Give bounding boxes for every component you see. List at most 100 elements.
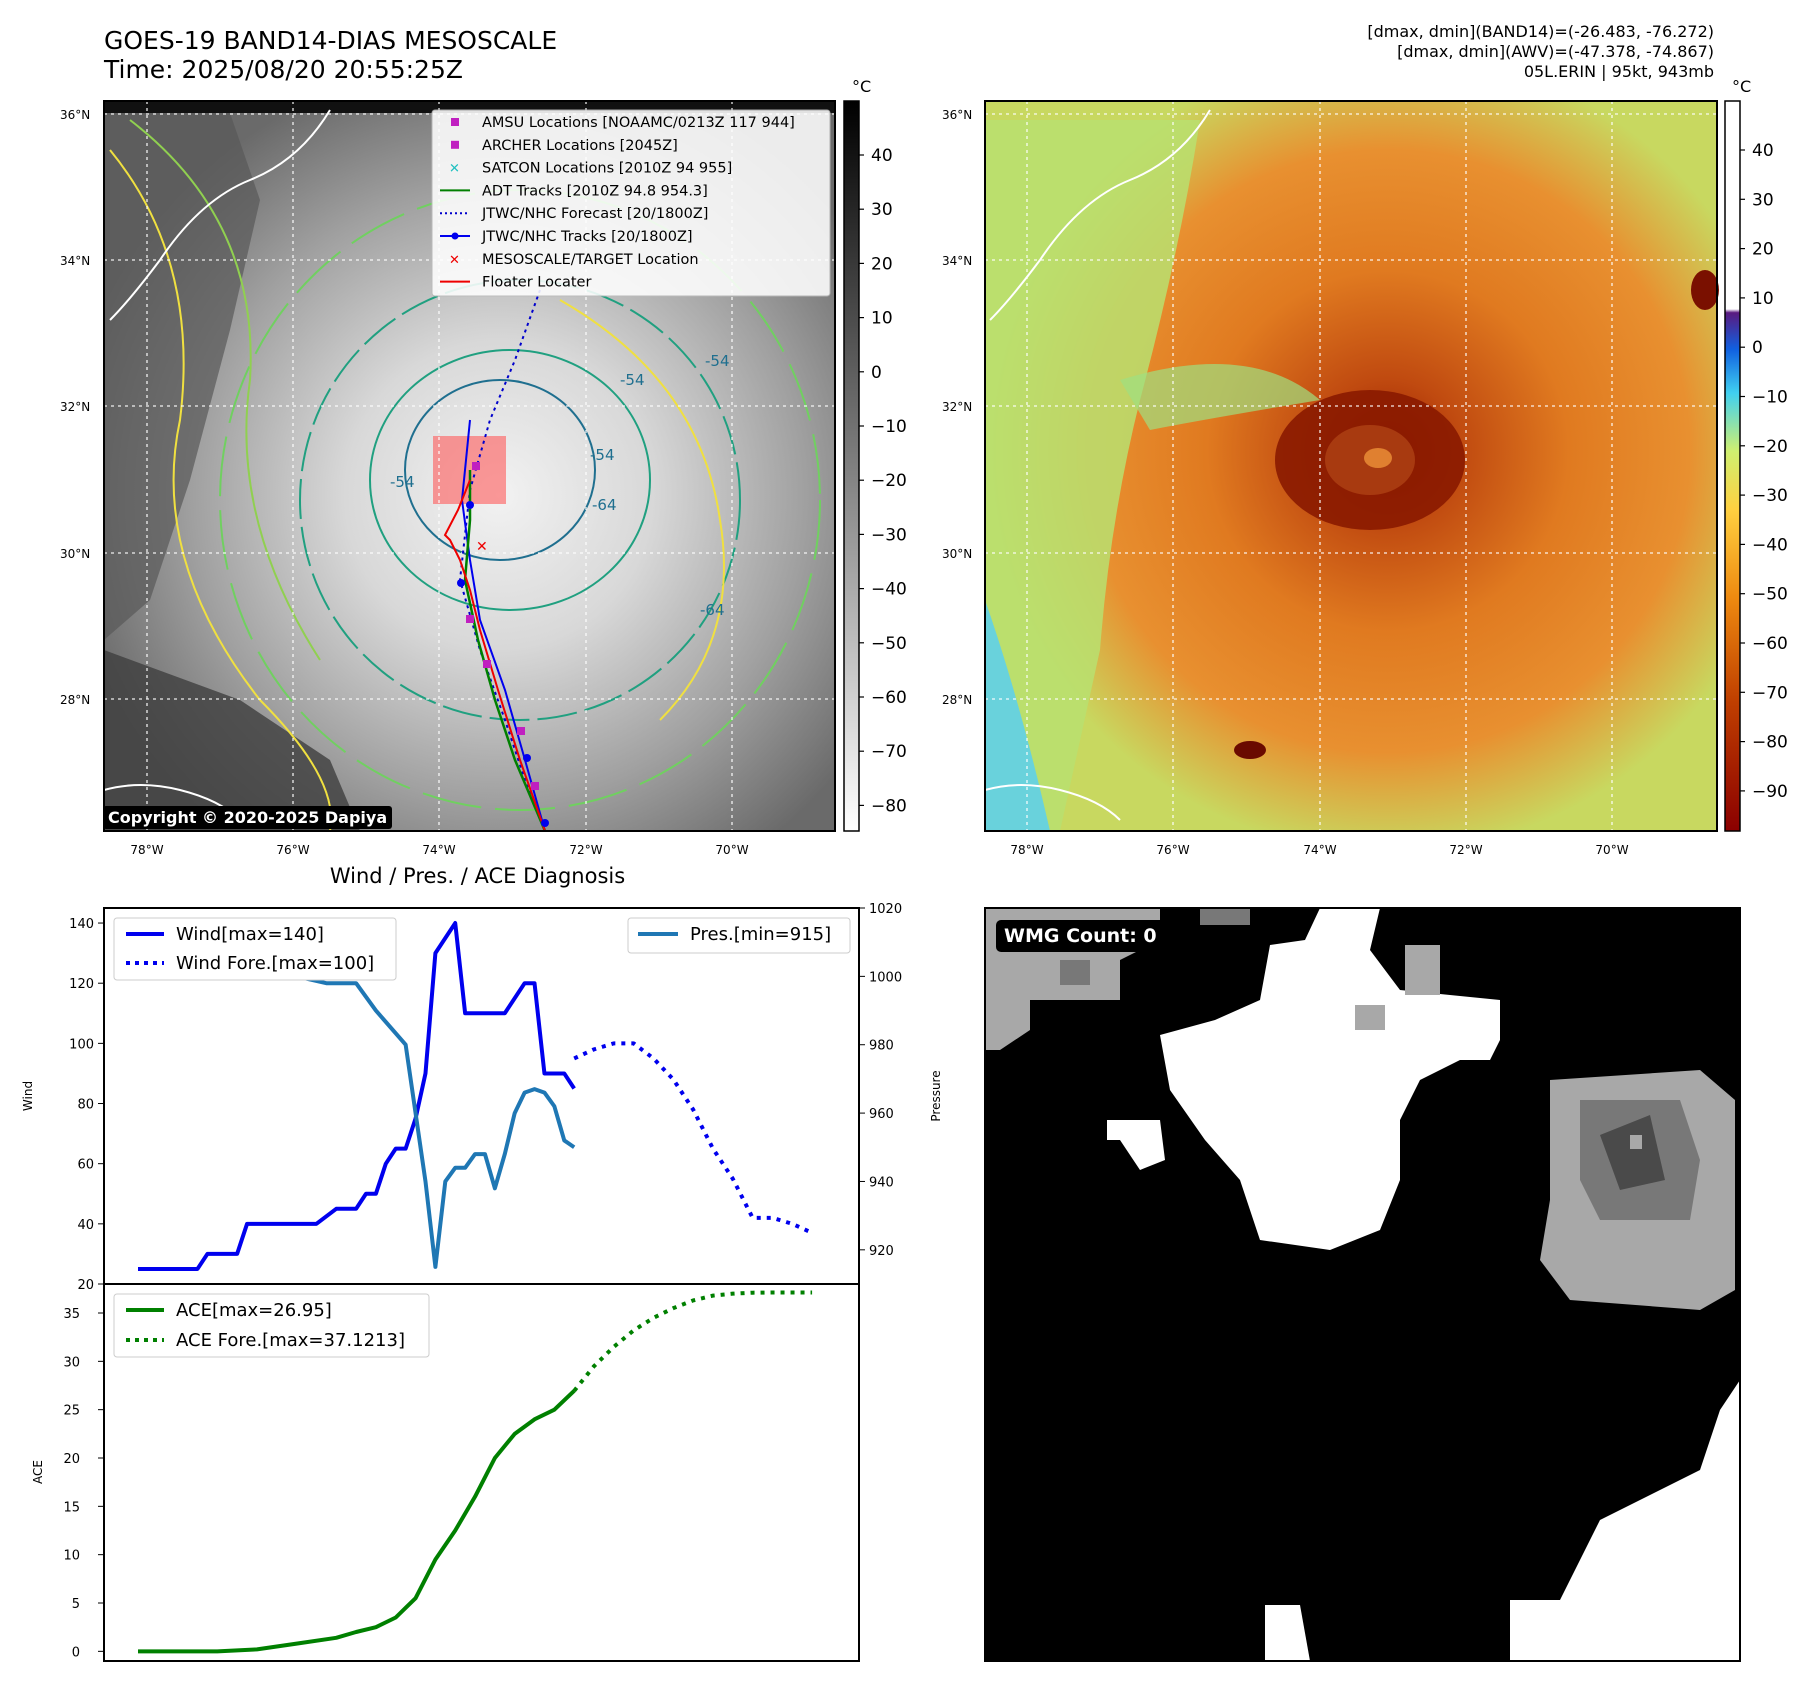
colorbar-tick-label: −10: [1752, 388, 1788, 408]
contour-label: -54: [590, 446, 615, 464]
lat-label: 30°N: [60, 547, 90, 561]
pressure-tick-label: 1020: [869, 902, 902, 917]
wind-pressure-chart: Wind Pressure 20 40 60 80 100 120 140 920 940 96…: [21, 902, 943, 1293]
pressure-tick-label: 1000: [869, 970, 902, 985]
pressure-tick-label: 980: [869, 1039, 894, 1054]
colorbar-tick-label: 30: [871, 200, 893, 220]
colorbar-unit: °C: [852, 77, 871, 96]
legend-label: MESOSCALE/TARGET Location: [482, 252, 699, 268]
colorbar-tick-label: −80: [871, 796, 907, 816]
legend-wind: Wind[max=140]: [176, 924, 324, 945]
wind-tick-label: 100: [69, 1037, 94, 1052]
colorbar-tick-label: −60: [1752, 634, 1788, 654]
legend-ace: ACE[max=26.95]: [176, 1300, 332, 1321]
lon-label: 78°W: [1010, 843, 1043, 857]
wind-axis-label: Wind: [21, 1081, 35, 1111]
pressure-axis-label: Pressure: [929, 1070, 943, 1121]
ir-map-axes: 36°N 34°N 32°N 30°N 28°N 78°W 76°W 74°W …: [60, 108, 749, 857]
ace-tick-label: 15: [63, 1500, 80, 1515]
lat-label: 36°N: [942, 108, 972, 122]
contour-label: -54: [390, 473, 415, 491]
colorbar-tick-label: −10: [871, 417, 907, 437]
figure-title: GOES-19 BAND14-DIAS MESOSCALE Time: 2025…: [104, 26, 557, 84]
title-line-2: Time: 2025/08/20 20:55:25Z: [104, 55, 463, 84]
legend-marker-dot: [451, 232, 459, 240]
legend-marker-x: ✕: [449, 253, 460, 268]
lon-label: 78°W: [130, 843, 163, 857]
legend-wind-forecast: Wind Fore.[max=100]: [176, 953, 374, 974]
colorbar-tick-label: 10: [871, 309, 893, 329]
wind-tick-label: 60: [77, 1158, 94, 1173]
colorbar-tick-label: −70: [871, 742, 907, 762]
colorbar-tick-label: 20: [871, 254, 893, 274]
colorbar-tick-label: 30: [1752, 190, 1774, 210]
pressure-tick-label: 920: [869, 1244, 894, 1259]
colorbar-tick-label: −60: [871, 688, 907, 708]
wmg-panel: [984, 907, 1741, 1662]
colorbar-tick-label: −50: [871, 634, 907, 654]
legend-item: ADT Tracks [2010Z 94.8 954.3]: [440, 183, 708, 199]
color-colorbar: °C 40 30 20 10 0 −10 −20 −30 −40 −50 −60 −70 −80 −90: [1724, 77, 1788, 832]
lon-label: 76°W: [1156, 843, 1189, 857]
legend-label: AMSU Locations [NOAAMC/0213Z 117 944]: [482, 115, 795, 131]
series-line-wind: [138, 921, 576, 1271]
colorbar-tick-label: 20: [1752, 240, 1774, 260]
awv-map-axes: 36°N 34°N 32°N 30°N 28°N 78°W 76°W 74°W …: [942, 108, 1629, 857]
svg-text:✕: ✕: [476, 539, 488, 555]
contour-label: -54: [705, 352, 730, 370]
lon-label: 74°W: [1303, 843, 1336, 857]
gray-colorbar: °C 40 30 20 10 0 −10 −20 −30 −40 −50 −60 −70 −80: [843, 77, 907, 832]
lat-label: 30°N: [942, 547, 972, 561]
lat-label: 32°N: [942, 400, 972, 414]
pressure-tick-label: 960: [869, 1107, 894, 1122]
legend-item: ARCHER Locations [2045Z]: [451, 138, 678, 154]
legend-label: SATCON Locations [2010Z 94 955]: [482, 161, 732, 177]
legend-label: JTWC/NHC Forecast [20/1800Z]: [481, 206, 708, 222]
colorbar-tick-label: −20: [871, 471, 907, 491]
legend-ace-forecast: ACE Fore.[max=37.1213]: [176, 1330, 405, 1351]
series-line-wind-fore-: [573, 1041, 813, 1235]
lon-label: 70°W: [715, 843, 748, 857]
colorbar-tick-label: −90: [1752, 782, 1788, 802]
copyright-badge: Copyright © 2020-2025 Dapiya: [103, 806, 393, 829]
title-line-1: GOES-19 BAND14-DIAS MESOSCALE: [104, 26, 558, 55]
colorbar-tick-label: 10: [1752, 289, 1774, 309]
ace-tick-label: 20: [63, 1452, 80, 1467]
legend-item: Floater Locater: [440, 275, 591, 291]
lon-label: 72°W: [1449, 843, 1482, 857]
wind-tick-label: 20: [77, 1278, 94, 1293]
lat-label: 34°N: [60, 254, 90, 268]
series-line-ace: [138, 1389, 576, 1654]
wind-legend-left: Wind[max=140] Wind Fore.[max=100]: [113, 917, 397, 981]
legend-label: JTWC/NHC Tracks [20/1800Z]: [481, 229, 693, 245]
colorbar-unit: °C: [1732, 77, 1751, 96]
lat-label: 28°N: [942, 693, 972, 707]
legend-item: AMSU Locations [NOAAMC/0213Z 117 944]: [451, 115, 795, 131]
awv-map-panel: [984, 100, 1719, 832]
lat-label: 34°N: [942, 254, 972, 268]
lon-label: 72°W: [569, 843, 602, 857]
ace-axis-label: ACE: [31, 1460, 45, 1484]
lon-label: 74°W: [422, 843, 455, 857]
colorbar-tick-label: −70: [1752, 683, 1788, 703]
contour-label: -54: [620, 371, 645, 389]
contour-label: -64: [700, 601, 725, 619]
map-legend: AMSU Locations [NOAAMC/0213Z 117 944] ARC…: [431, 109, 831, 297]
legend-item: JTWC/NHC Tracks [20/1800Z]: [440, 229, 693, 245]
wind-legend-right: Pres.[min=915]: [627, 917, 851, 954]
colorbar-tick-label: 0: [871, 363, 882, 383]
colorbar-tick-label: −40: [871, 580, 907, 600]
info-line-2: [dmax, dmin](AWV)=(-47.378, -74.867): [1397, 42, 1714, 61]
info-block: [dmax, dmin](BAND14)=(-26.483, -76.272) …: [1367, 22, 1714, 82]
wind-tick-label: 120: [69, 977, 94, 992]
contour-label: -64: [592, 496, 617, 514]
info-line-1: [dmax, dmin](BAND14)=(-26.483, -76.272): [1367, 22, 1714, 41]
lat-label: 28°N: [60, 693, 90, 707]
colorbar-tick-label: 0: [1752, 338, 1763, 358]
ace-tick-label: 5: [72, 1597, 80, 1612]
lat-label: 36°N: [60, 108, 90, 122]
legend-marker-x: ✕: [449, 162, 460, 177]
colorbar-tick-label: −80: [1752, 733, 1788, 753]
colorbar-tick-label: 40: [1752, 141, 1774, 161]
legend-label: ADT Tracks [2010Z 94.8 954.3]: [482, 183, 708, 199]
